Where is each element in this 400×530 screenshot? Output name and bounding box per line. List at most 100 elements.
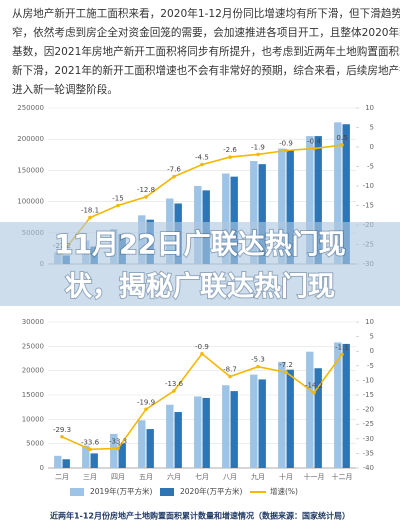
bar [314,368,322,468]
bar [90,453,98,468]
bar [250,374,258,468]
bar [342,124,350,264]
x-tick-label: 七月 [195,472,209,481]
line-point [284,148,288,153]
line-point [144,407,148,412]
bar [334,342,342,468]
data-label: -0.4 [307,138,321,146]
data-label: 0.5 [336,134,347,142]
data-label: -5.3 [251,356,265,364]
data-label: -1.1 [335,343,349,351]
y2-tick-label: -5 [367,362,374,370]
y-tick-label: 30000 [22,318,44,326]
x-tick-label: 三月 [83,473,97,481]
data-label: -0.9 [195,343,209,351]
bar [62,459,70,468]
line-point [228,374,232,379]
bar [174,412,182,468]
article-line: 进入新一轮调整阶段。 [12,83,118,96]
overlay-band [0,222,400,306]
bar [54,455,62,468]
bar [334,122,342,265]
x-tick-label: 六月 [167,472,181,481]
y-tick-label: 250000 [17,104,44,112]
data-label: -13.6 [165,380,184,388]
data-label: -14.2 [305,382,323,390]
data-label: -2.6 [223,146,237,154]
y2-tick-label: -40 [363,464,374,472]
legend-label: 2019年(万平方米) [90,486,153,496]
x-tick-label: 十月 [279,472,293,481]
line-point [312,146,316,151]
bar [166,404,174,468]
line-point [228,155,232,159]
article-line: 新下滑，2021年的新开工面积增速也不会有非常好的预期，综合来看，后续房地产行业… [12,64,400,77]
x-tick-label: 八月 [223,473,237,481]
bar [222,173,230,264]
y-tick-label: 0 [40,464,44,472]
y2-tick-label: -20 [363,406,374,414]
legend-swatch [70,488,84,496]
bar [202,397,210,468]
legend-label: 2020年(万平方米) [180,486,243,496]
y-tick-label: 10000 [22,415,44,423]
article-line: 窄，依然考虑到房企全对资金回笼的需要，会加速推进各项目开工，且整体2020年新开… [12,26,400,39]
y2-tick-label: -15 [363,391,374,399]
line-point [284,370,288,375]
bar [250,161,258,264]
y2-tick-label: -5 [367,163,374,171]
line-point [88,215,92,220]
data-label: -0.9 [279,140,293,148]
overlay-title: 11月22日广联达热门现 [54,230,345,261]
y-tick-label: 150000 [17,166,44,174]
line-point [200,352,204,356]
y2-tick-label: 5 [370,333,374,341]
line-point [144,195,148,199]
x-tick-label: 二月 [55,473,69,481]
line-point [256,364,260,369]
line-point [172,389,176,393]
data-label: -7.6 [167,166,181,174]
line-point [340,352,344,357]
line-point [116,446,120,451]
data-label: -15 [112,195,123,203]
y2-tick-label: 10 [365,104,374,112]
bar [110,433,118,468]
article-line: 从房地产新开工施工面积来看，2020年1-12月份同比增速均有所下滑，但下滑趋势… [12,7,400,20]
y2-tick-label: 0 [370,347,374,355]
data-label: -29.3 [53,426,71,434]
x-tick-label: 四月 [111,473,125,481]
data-label: -1.9 [251,143,265,151]
bar [230,176,238,264]
y-tick-label: 25000 [22,342,44,350]
legend-swatch [160,488,174,496]
y-tick-label: 5000 [26,440,44,448]
y-tick-label: 100000 [17,198,44,206]
y-tick-label: 20000 [22,367,44,375]
y2-tick-label: -15 [363,202,374,210]
line-point [60,434,64,439]
y2-tick-label: 10 [365,318,374,326]
bar [258,164,266,264]
y2-tick-label: 5 [370,124,374,132]
y2-tick-label: -10 [363,376,374,384]
line-point [116,203,120,208]
data-label: -7.2 [279,361,293,369]
bar [342,343,350,468]
bar [146,429,154,468]
bar [222,385,230,468]
bar [306,351,314,468]
y2-tick-label: 0 [370,143,374,151]
data-label: -33.3 [109,437,127,445]
bar [230,391,238,468]
line-point [256,152,260,157]
line-point [312,390,316,395]
bar [258,379,266,468]
y2-tick-label: -25 [363,420,374,428]
bar [306,136,314,264]
y2-tick-label: -10 [363,182,374,190]
bar [138,420,146,468]
overlay-title: 状，揭秘广联达热门现 [65,272,335,303]
bar [194,396,202,468]
